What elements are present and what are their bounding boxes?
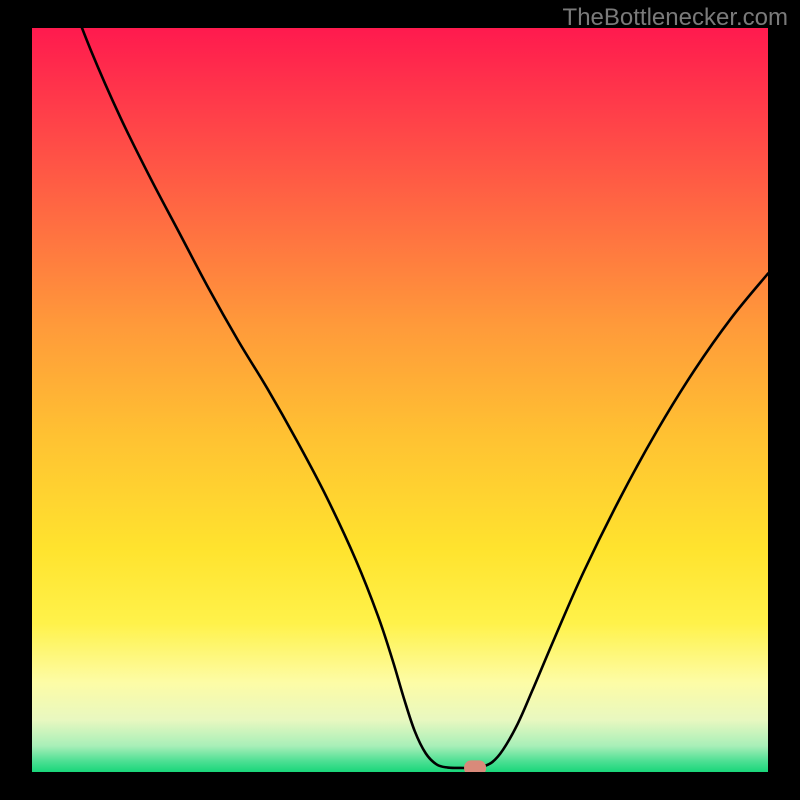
plot-svg	[0, 0, 800, 800]
watermark-text: TheBottlenecker.com	[563, 4, 788, 32]
bottleneck-chart: TheBottlenecker.com	[0, 0, 800, 800]
gradient-background	[32, 28, 768, 772]
